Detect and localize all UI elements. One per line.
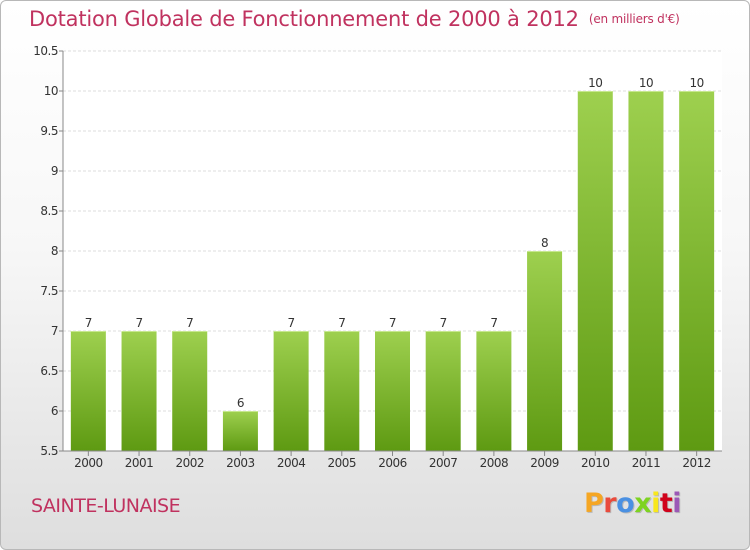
logo-letter: P [584, 488, 604, 519]
data-label: 7 [135, 316, 142, 330]
bars [70, 91, 715, 451]
x-tick-label: 2000 [74, 456, 103, 470]
chart-title-text: Dotation Globale de Fonctionnement de 20… [29, 7, 579, 31]
data-label: 6 [237, 396, 244, 410]
bar-2011 [628, 91, 664, 451]
bar-2009 [527, 251, 563, 451]
y-tick-label: 8 [51, 244, 58, 258]
grid-lines [59, 50, 722, 452]
bar-2001 [121, 331, 157, 451]
y-tick-label: 6 [51, 404, 58, 418]
logo-letter: r [603, 488, 617, 519]
x-tick-label: 2011 [632, 456, 661, 470]
x-tick-label: 2002 [175, 456, 204, 470]
bar-2012 [679, 91, 715, 451]
y-tick-label: 7 [51, 324, 58, 338]
logo-letter: o [616, 488, 635, 519]
data-label: 7 [389, 316, 396, 330]
data-label: 10 [690, 76, 704, 90]
x-tick-label: 2012 [682, 456, 711, 470]
data-label: 10 [588, 76, 602, 90]
proxiti-logo[interactable]: Proxiti [584, 488, 682, 519]
logo-letter: x [634, 488, 652, 519]
x-tick-label: 2001 [125, 456, 154, 470]
chart-title: Dotation Globale de Fonctionnement de 20… [29, 7, 680, 31]
y-tick-labels: 5.5 6 6.5 7 7.5 8 8.5 9 9.5 10 10.5 [33, 44, 58, 458]
y-tick-label: 6.5 [40, 364, 58, 378]
logo-letter: t [659, 488, 673, 519]
bar-2000 [70, 331, 106, 451]
bar-2003 [222, 411, 258, 451]
x-tick-label: 2009 [530, 456, 559, 470]
x-tick-label: 2010 [581, 456, 610, 470]
data-label: 7 [338, 316, 345, 330]
y-tick-label: 8.5 [40, 204, 58, 218]
x-tick-label: 2003 [226, 456, 255, 470]
bar-2008 [476, 331, 512, 451]
data-label: 8 [541, 236, 548, 250]
data-label: 7 [186, 316, 193, 330]
x-tick-label: 2006 [378, 456, 407, 470]
data-label: 7 [490, 316, 497, 330]
x-tick-label: 2008 [480, 456, 509, 470]
y-tick-label: 10.5 [33, 44, 58, 58]
y-tick-label: 9.5 [40, 124, 58, 138]
bar-2007 [425, 331, 461, 451]
logo-letter: i [651, 488, 660, 519]
x-tick-label: 2007 [429, 456, 458, 470]
bar-2005 [324, 331, 360, 451]
data-label: 7 [85, 316, 92, 330]
x-tick-labels: 2000 2001 2002 2003 2004 2005 2006 2007 2008 2009… [74, 451, 711, 470]
bar-2002 [172, 331, 208, 451]
y-tick-label: 7.5 [40, 284, 58, 298]
logo-letter: i [672, 488, 682, 519]
data-label: 10 [639, 76, 653, 90]
x-tick-label: 2004 [277, 456, 306, 470]
data-labels: 7 7 7 6 7 7 7 7 7 8 10 10 10 [85, 76, 705, 410]
data-label: 7 [288, 316, 295, 330]
chart-subtitle: (en milliers d'€) [588, 12, 680, 26]
y-tick-label: 9 [51, 164, 58, 178]
x-tick-label: 2005 [328, 456, 357, 470]
bar-2004 [273, 331, 309, 451]
bar-2006 [375, 331, 410, 451]
y-tick-label: 10 [44, 84, 58, 98]
data-label: 7 [440, 316, 447, 330]
y-tick-label: 5.5 [40, 444, 58, 458]
bar-2010 [577, 91, 613, 451]
commune-name: SAINTE-LUNAISE [31, 495, 181, 517]
